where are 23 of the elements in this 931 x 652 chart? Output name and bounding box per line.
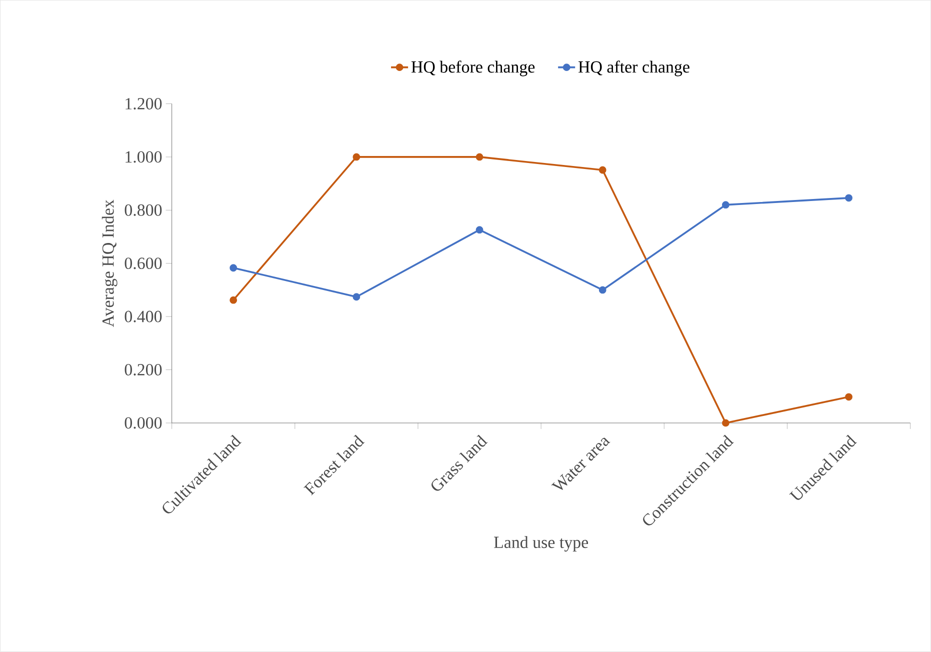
point [230, 296, 238, 304]
point [722, 201, 730, 209]
point [230, 264, 238, 272]
y-tick-label: 0.400 [124, 310, 162, 322]
y-tick-label: 0.000 [124, 417, 162, 429]
legend-label: HQ before change [411, 60, 535, 76]
point [476, 226, 484, 234]
y-tick-label: 1.200 [126, 98, 162, 110]
y-axis-title: Average HQ Index [102, 200, 118, 328]
point [598, 286, 606, 294]
y-tick-label: 0.800 [124, 204, 162, 216]
point [722, 419, 730, 427]
legend-label: HQ after change [578, 60, 690, 76]
y-tick-label: 0.600 [124, 258, 162, 270]
point [598, 166, 606, 174]
point [352, 293, 360, 301]
point [352, 153, 360, 161]
point [845, 393, 852, 401]
y-tick-label: 0.200 [124, 364, 162, 376]
y-tick-label: 1.000 [126, 151, 162, 163]
x-axis-title: Land use type [494, 536, 588, 552]
point [476, 153, 484, 161]
point [845, 194, 852, 202]
